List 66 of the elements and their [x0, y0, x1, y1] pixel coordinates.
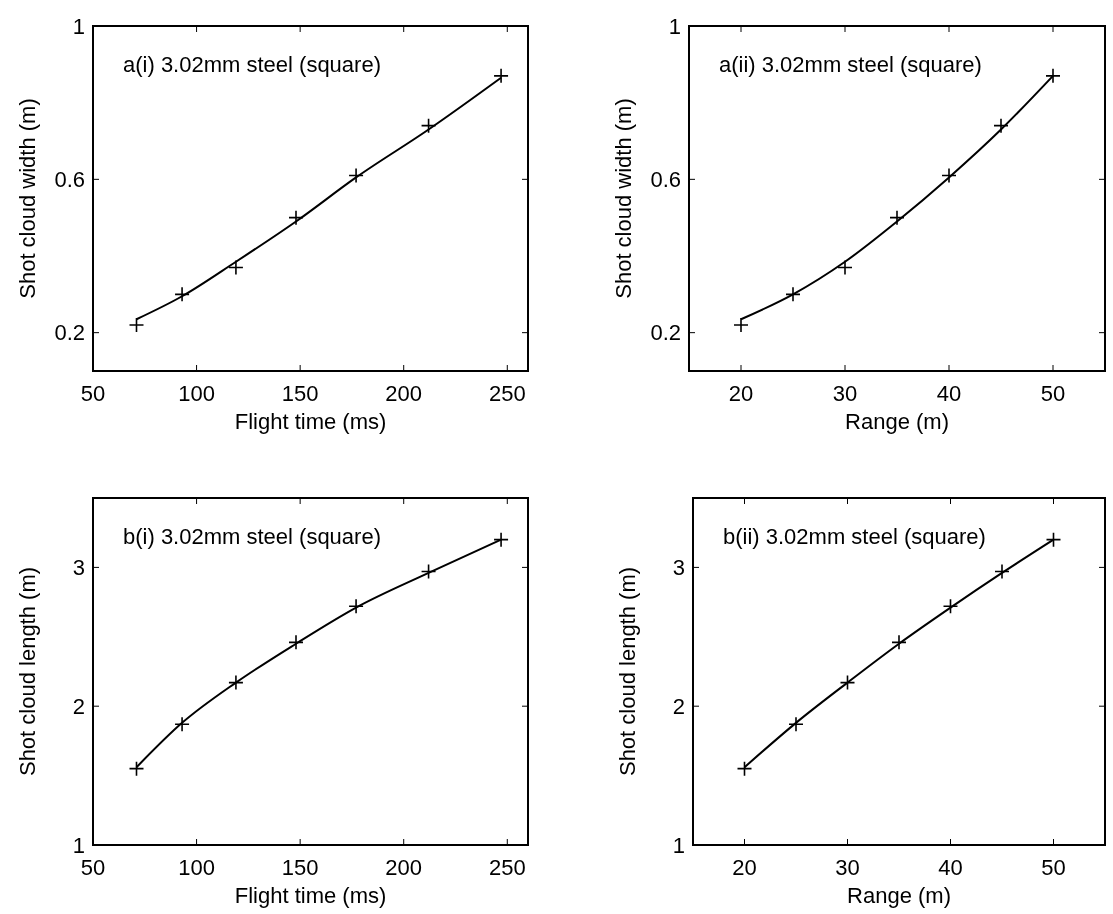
y-tick-label: 2 — [672, 693, 685, 719]
point — [228, 674, 244, 691]
point — [1045, 68, 1061, 84]
point — [994, 563, 1010, 580]
y-tick-label: 3 — [72, 555, 85, 581]
y-tick-label: 0.2 — [54, 320, 85, 346]
point — [736, 760, 753, 777]
point — [348, 167, 364, 184]
text: a(i) 3.02mm steel (square) — [123, 52, 381, 77]
point — [493, 68, 509, 84]
x-tick-label: 20 — [732, 855, 757, 880]
point — [1045, 531, 1062, 548]
point — [348, 598, 364, 615]
x-tick-label: 50 — [1040, 381, 1066, 406]
x-tick-label: 30 — [832, 381, 858, 406]
y-tick-label: 2 — [72, 693, 85, 719]
x-tick-label: 40 — [938, 855, 963, 880]
y-tick-label: 1 — [672, 832, 685, 858]
x-tick-label: 50 — [80, 855, 106, 880]
point — [128, 317, 145, 333]
x-axis-title: Range (m) — [845, 409, 949, 434]
point — [941, 167, 957, 184]
text: b(ii) 3.02mm steel (square) — [723, 524, 986, 549]
x-tick-label: 200 — [385, 855, 423, 880]
x-tick-label: 100 — [178, 381, 215, 406]
y-axis-title: Shot cloud width (m) — [15, 98, 40, 299]
x-tick-label: 50 — [80, 381, 106, 406]
y-tick-label: 1 — [72, 832, 85, 858]
point — [891, 634, 907, 651]
x-axis-title: Flight time (ms) — [234, 409, 387, 434]
x-tick-label: 200 — [385, 381, 423, 406]
y-tick-label: 0.6 — [54, 167, 85, 193]
y-tick-label: 0.6 — [650, 167, 681, 193]
point — [785, 286, 801, 303]
point — [788, 716, 804, 733]
point — [733, 317, 749, 333]
y-tick-label: 3 — [672, 555, 685, 581]
x-tick-label: 20 — [728, 381, 754, 406]
point — [420, 563, 437, 580]
point — [128, 760, 145, 777]
point — [288, 634, 304, 651]
x-tick-label: 250 — [488, 381, 526, 406]
x-tick-label: 40 — [936, 381, 962, 406]
text: a(ii) 3.02mm steel (square) — [719, 52, 982, 77]
point — [839, 674, 856, 691]
x-tick-label: 150 — [281, 381, 319, 406]
y-tick-label: 1 — [72, 13, 85, 39]
y-tick-label: 0.2 — [650, 320, 681, 346]
point — [942, 598, 959, 615]
y-axis-title: Shot cloud width (m) — [611, 98, 636, 299]
x-tick-label: 30 — [835, 855, 860, 880]
point — [993, 117, 1009, 134]
text: b(i) 3.02mm steel (square) — [123, 524, 381, 549]
x-tick-label: 250 — [488, 855, 526, 880]
point — [174, 716, 190, 733]
point — [493, 531, 509, 548]
x-tick-label: 150 — [281, 855, 319, 880]
x-axis-title: Flight time (ms) — [234, 883, 387, 908]
point — [174, 286, 190, 303]
y-axis-title: Shot cloud length (m) — [15, 566, 40, 777]
point — [889, 209, 905, 226]
x-axis-title: Range (m) — [847, 883, 951, 908]
x-tick-label: 100 — [178, 855, 215, 880]
y-tick-label: 1 — [668, 13, 681, 39]
y-axis-title: Shot cloud length (m) — [615, 566, 640, 777]
x-tick-label: 50 — [1041, 855, 1066, 880]
